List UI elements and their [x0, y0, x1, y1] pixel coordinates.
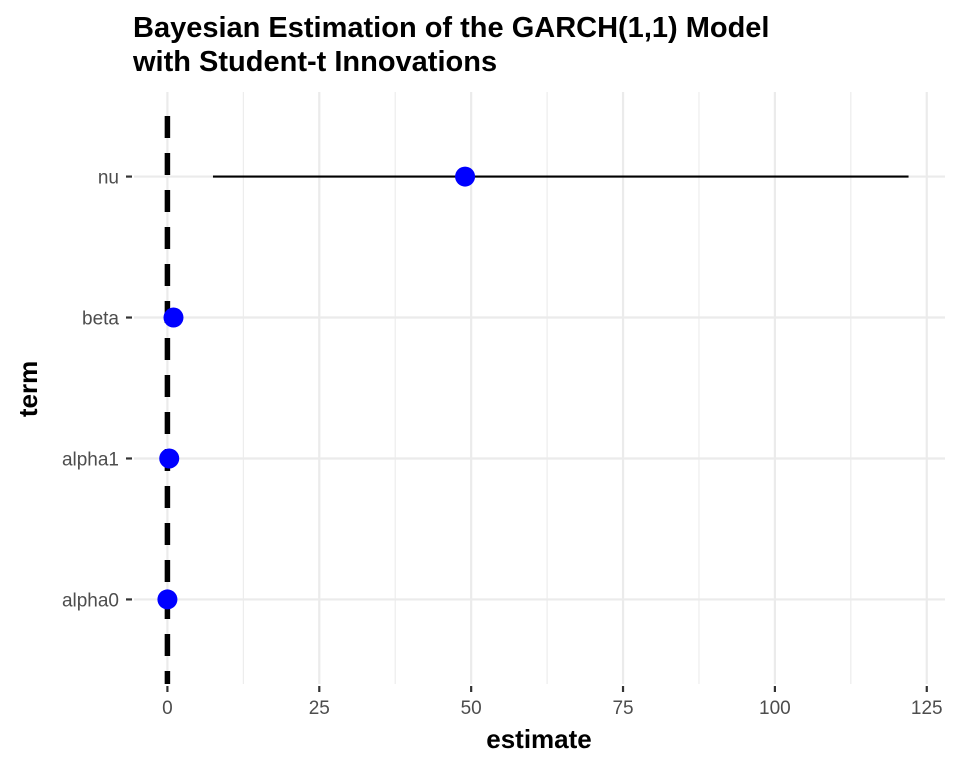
x-tick-label-125: 125: [911, 698, 943, 719]
y-tick-label-beta: beta: [82, 309, 119, 330]
intervals-group: [167, 175, 909, 601]
point-alpha0: [157, 589, 178, 610]
point-beta: [163, 307, 184, 328]
x-tick-label-25: 25: [309, 698, 330, 719]
y-tick-label-nu: nu: [98, 168, 119, 189]
y-tick-label-alpha0: alpha0: [62, 590, 119, 611]
y-axis-title: term: [13, 361, 43, 417]
x-tick-label-100: 100: [759, 698, 791, 719]
y-axis: alpha0 alpha1 beta nu: [62, 168, 132, 611]
x-axis-title: estimate: [486, 724, 592, 754]
grid-minor: [242, 92, 852, 684]
x-tick-label-75: 75: [612, 698, 633, 719]
grid-major: [134, 92, 945, 684]
chart-title-line-1: Bayesian Estimation of the GARCH(1,1) Mo…: [133, 12, 770, 44]
chart-title-line-2: with Student-t Innovations: [132, 46, 497, 78]
x-tick-label-50: 50: [461, 698, 482, 719]
plot-panel: [134, 92, 945, 684]
x-axis: 0 25 50 75 100 125: [162, 686, 943, 719]
point-alpha1: [159, 448, 180, 469]
x-tick-label-0: 0: [162, 698, 173, 719]
point-nu: [455, 166, 476, 187]
y-tick-label-alpha1: alpha1: [62, 449, 119, 470]
points-group: [157, 166, 476, 610]
